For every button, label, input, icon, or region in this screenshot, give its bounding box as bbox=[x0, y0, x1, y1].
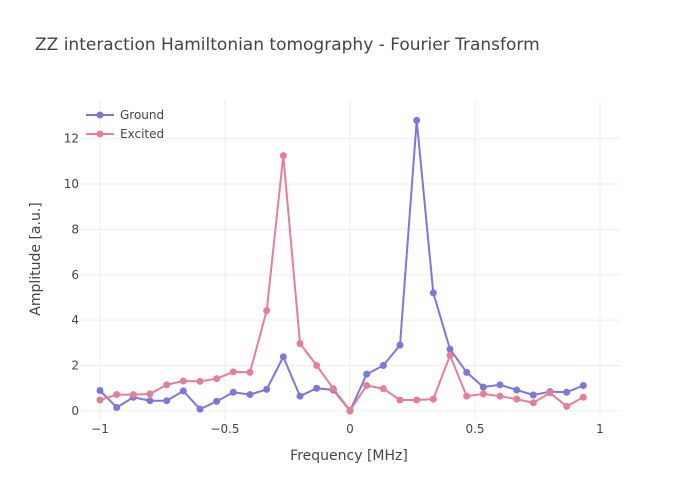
x-tick-label: −1 bbox=[91, 422, 109, 436]
y-axis-label: Amplitude [a.u.] bbox=[28, 202, 44, 315]
data-point[interactable] bbox=[413, 116, 421, 124]
legend-label: Excited bbox=[120, 127, 164, 141]
data-point[interactable] bbox=[179, 377, 187, 385]
legend-label: Ground bbox=[120, 108, 164, 122]
data-point[interactable] bbox=[463, 392, 471, 400]
data-point[interactable] bbox=[146, 390, 154, 398]
y-tick-label: 10 bbox=[64, 177, 79, 191]
y-tick-label: 8 bbox=[71, 222, 79, 236]
y-tick-label: 12 bbox=[64, 132, 79, 146]
data-point[interactable] bbox=[229, 388, 237, 396]
data-point[interactable] bbox=[146, 397, 154, 405]
data-point[interactable] bbox=[163, 381, 171, 389]
data-point[interactable] bbox=[279, 152, 287, 160]
data-point[interactable] bbox=[213, 375, 221, 383]
data-point[interactable] bbox=[429, 289, 437, 297]
data-point[interactable] bbox=[329, 385, 337, 393]
data-point[interactable] bbox=[413, 396, 421, 404]
data-point[interactable] bbox=[263, 307, 271, 315]
data-point[interactable] bbox=[246, 368, 254, 376]
x-tick-label: −0.5 bbox=[210, 422, 239, 436]
y-tick-label: 4 bbox=[71, 313, 79, 327]
x-tick-label: 0 bbox=[346, 422, 354, 436]
data-point[interactable] bbox=[496, 381, 504, 389]
data-point[interactable] bbox=[263, 385, 271, 393]
data-point[interactable] bbox=[296, 392, 304, 400]
x-axis-label: Frequency [MHz] bbox=[290, 448, 408, 464]
y-tick-label: 0 bbox=[71, 404, 79, 418]
series-line bbox=[99, 155, 584, 413]
data-point[interactable] bbox=[313, 362, 321, 370]
plot-area bbox=[96, 116, 587, 415]
series-line bbox=[99, 120, 584, 413]
data-point[interactable] bbox=[296, 340, 304, 348]
data-point[interactable] bbox=[96, 386, 104, 394]
x-tick-label: 1 bbox=[596, 422, 604, 436]
data-point[interactable] bbox=[479, 390, 487, 398]
data-point[interactable] bbox=[229, 368, 237, 376]
data-point[interactable] bbox=[113, 391, 121, 399]
y-tick-label: 2 bbox=[71, 359, 79, 373]
data-point[interactable] bbox=[363, 370, 371, 378]
x-tick-label: 0.5 bbox=[465, 422, 484, 436]
data-point[interactable] bbox=[113, 404, 121, 412]
grid bbox=[80, 100, 620, 420]
data-point[interactable] bbox=[379, 362, 387, 370]
data-point[interactable] bbox=[529, 391, 537, 399]
data-point[interactable] bbox=[163, 397, 171, 405]
data-point[interactable] bbox=[129, 391, 137, 399]
data-point[interactable] bbox=[446, 345, 454, 353]
data-point[interactable] bbox=[396, 396, 404, 404]
legend-item-excited[interactable]: Excited bbox=[86, 127, 164, 141]
data-point[interactable] bbox=[513, 395, 521, 403]
data-point[interactable] bbox=[546, 389, 554, 397]
data-point[interactable] bbox=[213, 397, 221, 405]
data-point[interactable] bbox=[313, 384, 321, 392]
data-point[interactable] bbox=[396, 341, 404, 349]
series-ground bbox=[96, 116, 587, 415]
legend-marker bbox=[96, 111, 104, 119]
data-point[interactable] bbox=[96, 396, 104, 404]
chart-title: ZZ interaction Hamiltonian tomography - … bbox=[35, 35, 540, 55]
legend: Ground Excited bbox=[86, 108, 164, 141]
data-point[interactable] bbox=[479, 383, 487, 391]
data-point[interactable] bbox=[179, 387, 187, 395]
data-point[interactable] bbox=[363, 382, 371, 390]
data-point[interactable] bbox=[529, 399, 537, 407]
data-point[interactable] bbox=[463, 368, 471, 376]
legend-marker bbox=[96, 130, 104, 138]
data-point[interactable] bbox=[196, 405, 204, 413]
data-point[interactable] bbox=[563, 402, 571, 410]
series-excited bbox=[96, 152, 587, 414]
data-point[interactable] bbox=[429, 395, 437, 403]
data-point[interactable] bbox=[579, 393, 587, 401]
data-point[interactable] bbox=[196, 377, 204, 385]
data-point[interactable] bbox=[496, 392, 504, 400]
data-point[interactable] bbox=[246, 391, 254, 399]
data-point[interactable] bbox=[279, 353, 287, 361]
data-point[interactable] bbox=[563, 388, 571, 396]
data-point[interactable] bbox=[379, 385, 387, 393]
legend-item-ground[interactable]: Ground bbox=[86, 108, 164, 122]
y-tick-label: 6 bbox=[71, 268, 79, 282]
data-point[interactable] bbox=[513, 386, 521, 394]
data-point[interactable] bbox=[346, 406, 354, 414]
data-point[interactable] bbox=[579, 382, 587, 390]
data-point[interactable] bbox=[446, 351, 454, 359]
